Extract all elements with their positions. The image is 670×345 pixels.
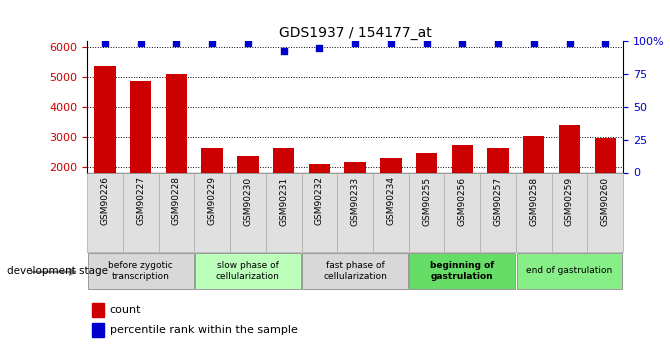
Text: development stage: development stage	[7, 266, 108, 276]
Text: GSM90256: GSM90256	[458, 177, 467, 226]
Point	[457, 40, 468, 46]
Text: percentile rank within the sample: percentile rank within the sample	[110, 325, 297, 335]
Text: beginning of
gastrulation: beginning of gastrulation	[430, 261, 494, 281]
Bar	[202, 148, 223, 226]
Point	[243, 40, 253, 46]
Point	[564, 40, 575, 46]
Bar	[273, 148, 294, 226]
Bar	[123, 172, 159, 252]
Text: GSM90232: GSM90232	[315, 177, 324, 226]
Text: GSM90234: GSM90234	[387, 177, 395, 226]
Bar	[309, 164, 330, 226]
Bar	[588, 172, 623, 252]
Bar	[551, 172, 588, 252]
Point	[350, 40, 360, 46]
Bar	[94, 66, 116, 226]
Text: end of gastrulation: end of gastrulation	[527, 266, 612, 275]
Bar	[237, 156, 259, 226]
Point	[171, 40, 182, 46]
Point	[385, 40, 396, 46]
Point	[421, 40, 432, 46]
Text: GSM90260: GSM90260	[601, 177, 610, 226]
Text: GSM90258: GSM90258	[529, 177, 538, 226]
Title: GDS1937 / 154177_at: GDS1937 / 154177_at	[279, 26, 431, 40]
Bar	[195, 253, 301, 289]
Bar	[337, 172, 373, 252]
Point	[529, 40, 539, 46]
Text: GSM90227: GSM90227	[136, 177, 145, 226]
Bar	[130, 81, 151, 226]
Bar	[87, 172, 123, 252]
Text: GSM90233: GSM90233	[350, 177, 360, 226]
Text: GSM90228: GSM90228	[172, 177, 181, 226]
Bar	[159, 172, 194, 252]
Bar	[480, 172, 516, 252]
Bar	[452, 145, 473, 226]
Bar	[523, 136, 545, 226]
Bar	[559, 125, 580, 226]
Point	[314, 45, 325, 51]
Bar	[92, 303, 105, 317]
Bar	[380, 158, 401, 226]
Bar	[487, 148, 509, 226]
Text: GSM90230: GSM90230	[243, 177, 253, 226]
Bar	[230, 172, 266, 252]
Bar	[344, 162, 366, 226]
Bar	[516, 172, 551, 252]
Bar	[517, 253, 622, 289]
Point	[135, 40, 146, 46]
Bar	[409, 172, 444, 252]
Text: GSM90259: GSM90259	[565, 177, 574, 226]
Text: GSM90255: GSM90255	[422, 177, 431, 226]
Bar	[88, 253, 194, 289]
Bar	[373, 172, 409, 252]
Text: GSM90231: GSM90231	[279, 177, 288, 226]
Point	[492, 40, 503, 46]
Text: before zygotic
transcription: before zygotic transcription	[109, 261, 173, 281]
Text: slow phase of
cellularization: slow phase of cellularization	[216, 261, 280, 281]
Text: GSM90257: GSM90257	[494, 177, 502, 226]
Text: GSM90229: GSM90229	[208, 177, 216, 226]
Bar	[302, 172, 337, 252]
Text: fast phase of
cellularization: fast phase of cellularization	[323, 261, 387, 281]
Bar	[302, 253, 408, 289]
Bar	[594, 138, 616, 226]
Point	[207, 40, 218, 46]
Point	[600, 40, 610, 46]
Bar	[416, 153, 438, 226]
Bar	[194, 172, 230, 252]
Bar	[266, 172, 302, 252]
Point	[278, 48, 289, 53]
Point	[100, 40, 111, 46]
Bar	[92, 323, 105, 337]
Text: count: count	[110, 305, 141, 315]
Bar	[444, 172, 480, 252]
Bar	[409, 253, 515, 289]
Bar	[165, 73, 187, 226]
Text: GSM90226: GSM90226	[100, 177, 109, 226]
